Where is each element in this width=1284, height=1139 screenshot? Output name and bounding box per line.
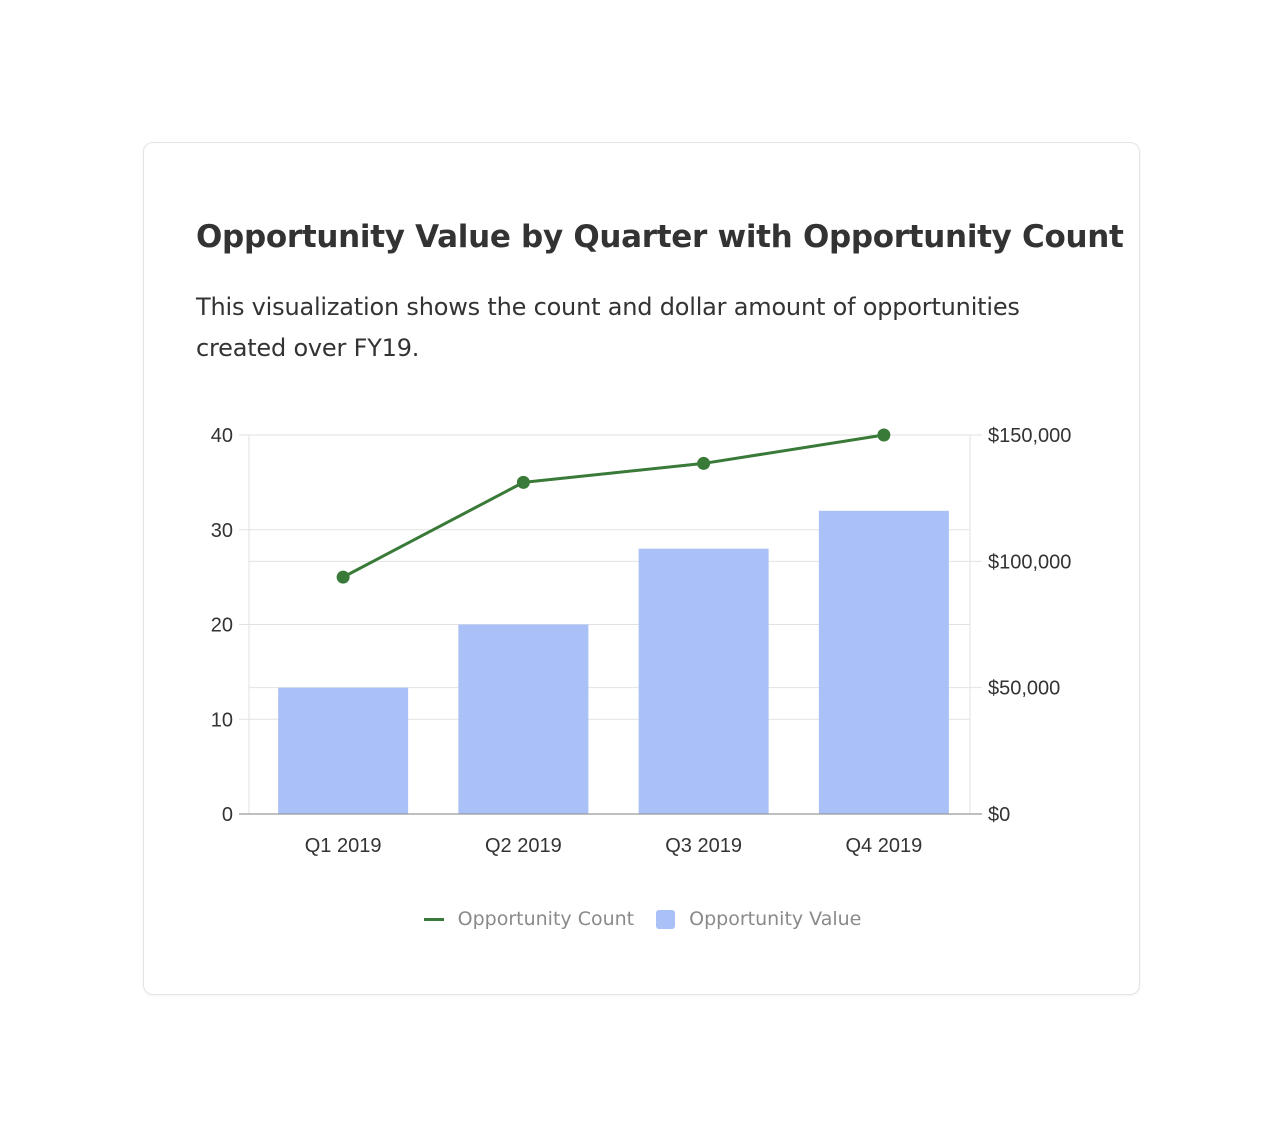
left-tick-label-3: 30 bbox=[211, 520, 233, 542]
chart-legend: Opportunity Count Opportunity Value bbox=[144, 908, 1141, 930]
count-line bbox=[342, 433, 885, 579]
left-tick-label-1: 10 bbox=[211, 709, 233, 731]
bar-2 bbox=[458, 624, 589, 814]
count-point-4 bbox=[877, 428, 891, 442]
right-tick-label-2: $100,000 bbox=[988, 551, 1071, 573]
x-tick-label-4: Q4 2019 bbox=[846, 835, 923, 857]
bar-3 bbox=[638, 548, 769, 814]
legend-label-count: Opportunity Count bbox=[457, 908, 635, 930]
right-tick-label-3: $150,000 bbox=[988, 425, 1071, 447]
count-point-1 bbox=[336, 570, 350, 584]
left-tick-label-4: 40 bbox=[211, 425, 233, 447]
legend-label-value: Opportunity Value bbox=[689, 908, 862, 930]
count-point-3 bbox=[697, 456, 711, 470]
chart-description: This visualization shows the count and d… bbox=[196, 293, 1020, 362]
bar-1 bbox=[278, 687, 409, 814]
bar-4 bbox=[818, 510, 949, 814]
legend-item-value[interactable]: Opportunity Value bbox=[656, 908, 861, 930]
count-point-2 bbox=[516, 475, 530, 489]
x-tick-label-3: Q3 2019 bbox=[665, 835, 742, 857]
chart-title: Opportunity Value by Quarter with Opport… bbox=[196, 219, 1124, 255]
left-tick-label-0: 0 bbox=[222, 804, 233, 826]
line-swatch-icon bbox=[423, 917, 444, 921]
right-tick-label-0: $0 bbox=[988, 804, 1010, 826]
right-tick-label-1: $50,000 bbox=[988, 678, 1060, 700]
chart-card: Opportunity Value by Quarter with Opport… bbox=[143, 142, 1140, 995]
combo-chart: 0 10 20 30 40 $0 $50,000 $100,000 $150,000 Q1 201… bbox=[211, 425, 1072, 857]
left-tick-label-2: 20 bbox=[211, 615, 233, 637]
legend-item-count[interactable]: Opportunity Count bbox=[423, 908, 635, 930]
bar-swatch-icon bbox=[656, 909, 676, 929]
x-tick-label-2: Q2 2019 bbox=[485, 835, 562, 857]
x-tick-label-1: Q1 2019 bbox=[305, 835, 382, 857]
